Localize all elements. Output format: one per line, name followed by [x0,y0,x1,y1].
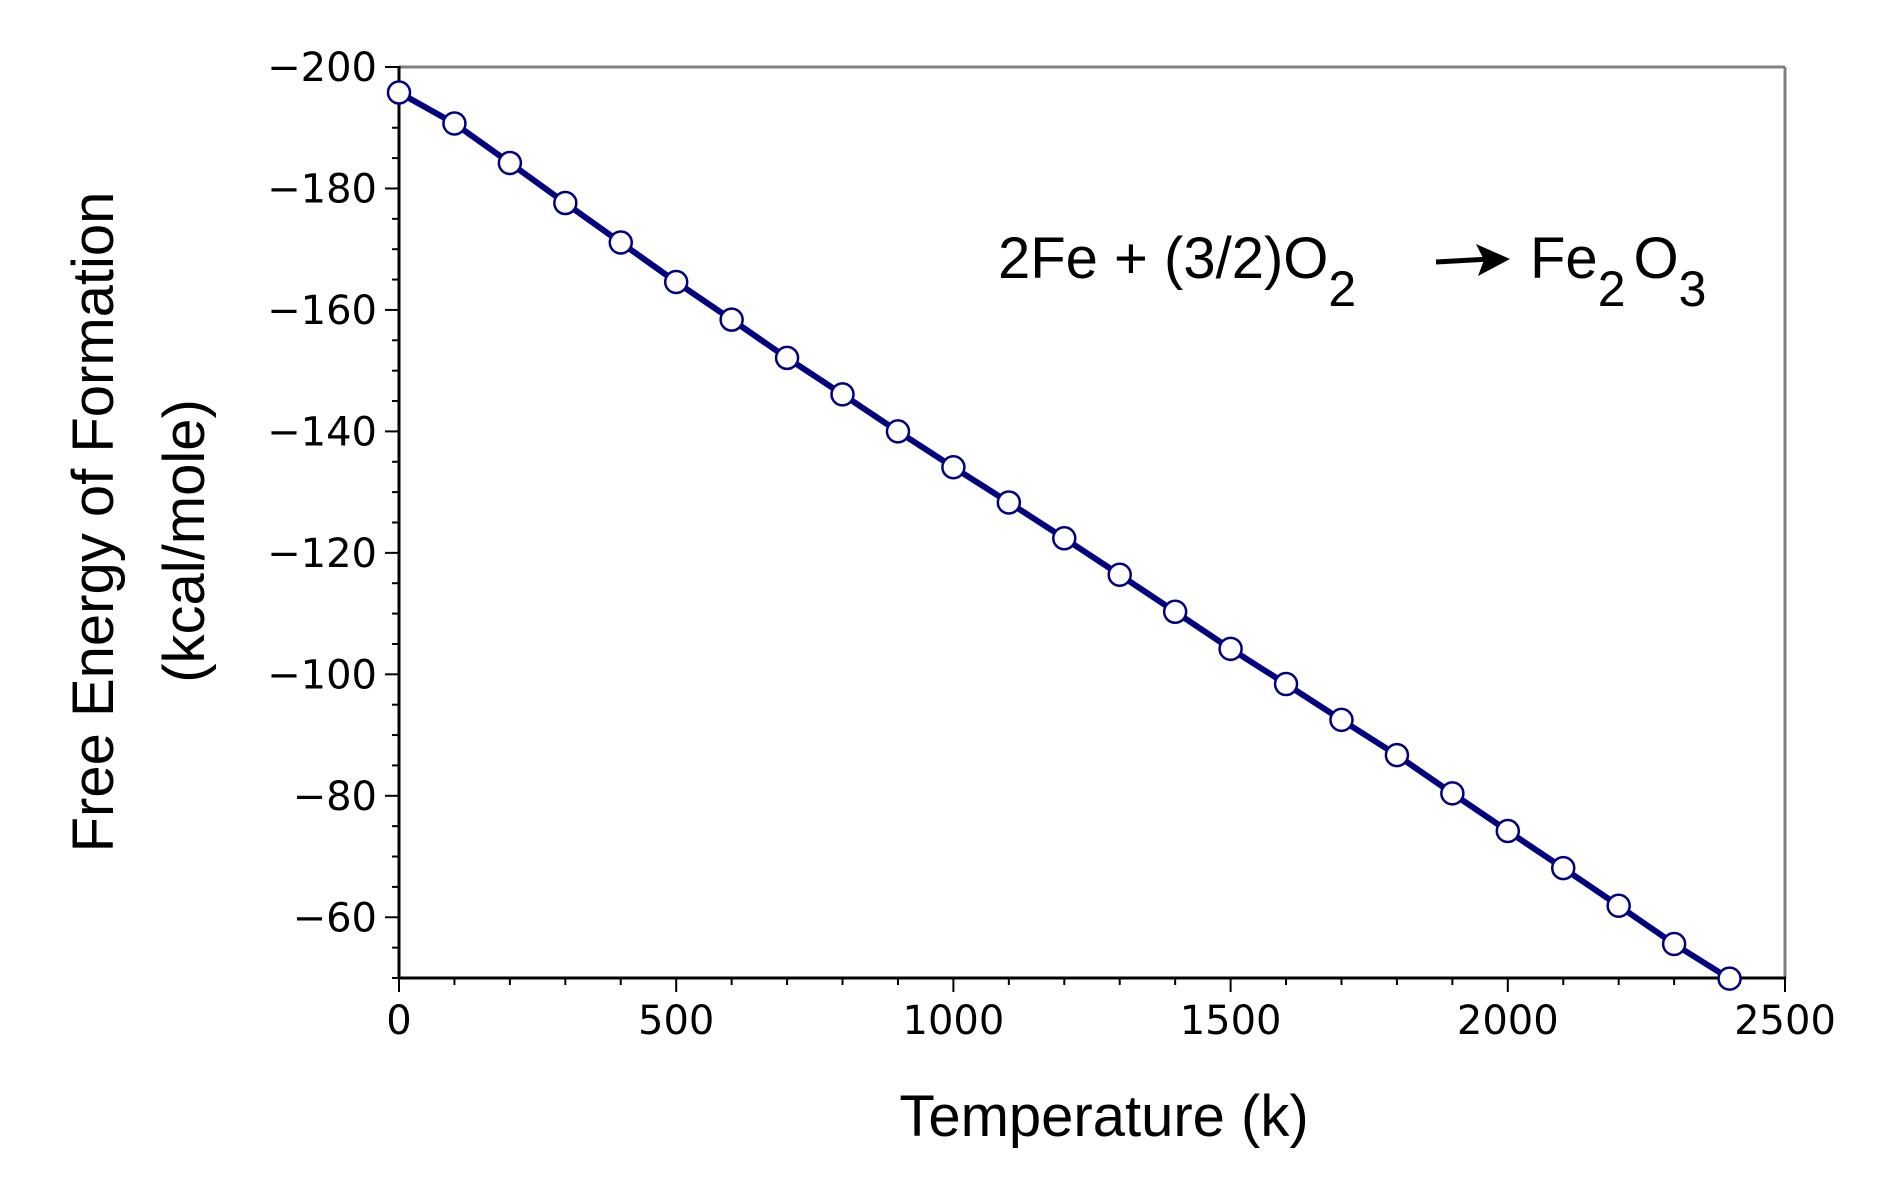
data-point [1052,526,1077,551]
data-point [1329,707,1354,733]
y-tick-label: −180 [267,166,377,212]
data-point [996,490,1022,515]
svg-text:2Fe + (3/2)O2: 2Fe + (3/2)O2 [998,226,1356,317]
annotation-sub3: 3 [1679,261,1707,317]
data-point [1495,818,1521,844]
tick-labels: −200 −180 −160 −140 −120 −100 −80 −60 0 500 1000 15… [267,45,1836,1044]
reaction-arrow-icon: → [1435,244,1510,276]
annotation-part2: Fe [1530,226,1598,291]
y-axis-title-line1: Free Energy of Formation [61,192,126,853]
annotation-part3: O [1634,226,1679,291]
data-point [1162,599,1188,625]
data-point [1273,671,1299,697]
ticks [385,66,1786,992]
x-tick-label: 500 [638,998,714,1044]
data-point [442,111,467,136]
x-tick-label: 1000 [903,998,1005,1044]
data-point [1384,742,1410,768]
data-point [941,454,966,480]
y-tick-label: −60 [293,895,377,941]
y-tick-label: −160 [267,288,377,334]
annotation-sub2: 2 [1598,261,1626,317]
x-tick-label: 0 [386,998,411,1044]
data-point [774,345,800,371]
data-point [663,269,689,295]
data-point [1606,893,1631,918]
data-point [608,230,634,255]
data-point [1107,562,1132,587]
y-tick-label: −140 [267,409,377,455]
y-tick-label: −120 [267,531,377,577]
y-tick-label: −200 [267,45,377,91]
data-point [830,382,855,407]
data-point [1440,781,1465,806]
y-tick-label: −80 [293,774,377,820]
data-point [1218,636,1243,662]
y-tick-label: −100 [267,652,377,698]
data-point [497,150,523,176]
annotation-part1: 2Fe + (3/2)O [998,226,1328,291]
x-tick-label: 2500 [1734,998,1836,1044]
x-tick-label: 2000 [1457,998,1559,1044]
annotation-sub1: 2 [1328,261,1356,317]
y-axis-title-line2: (kcal/mole) [152,399,217,683]
data-point [1717,966,1742,991]
x-axis-title: Temperature (k) [899,1084,1308,1149]
data-point [885,419,911,444]
data-point [1661,931,1687,957]
data-point [719,307,744,332]
data-point [553,190,578,216]
series-fe2o3 [386,80,1742,991]
x-tick-label: 1500 [1180,998,1282,1044]
data-point [1550,855,1576,881]
data-point [386,80,412,105]
